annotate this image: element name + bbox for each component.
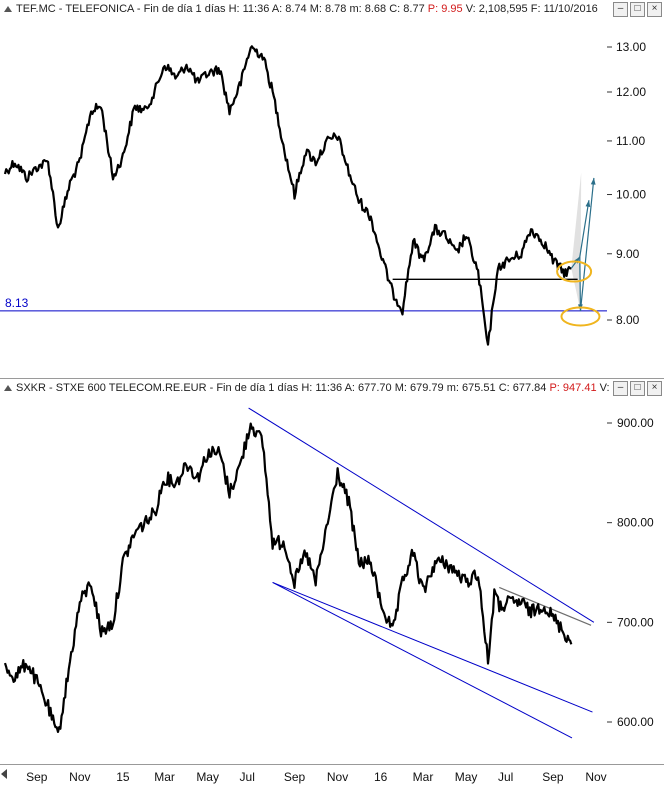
y-tick-label: 600.00 xyxy=(617,715,654,729)
projection-arrow-mid xyxy=(579,200,590,257)
header-high: M: 8.78 xyxy=(309,3,347,15)
x-tick-label: Mar xyxy=(154,770,175,784)
projection-arrow-high xyxy=(579,177,595,311)
x-axis-labels: Sep Nov 15 Mar May Jul Sep Nov 16 Mar May Jul Sep Nov xyxy=(26,770,607,784)
projection-arrow-mid-head xyxy=(585,200,591,208)
highlight-circle-target xyxy=(560,306,601,327)
chart-header-top: TEF.MC - TELEFONICA - Fin de día 1 días … xyxy=(0,0,664,18)
chart-header-bottom: SXKR - STXE 600 TELECOM.RE.EUR - Fin de … xyxy=(0,379,664,397)
maximize-button[interactable]: □ xyxy=(630,2,645,17)
x-tick-label: Sep xyxy=(26,770,48,784)
telefonica-chart-panel: TEF.MC - TELEFONICA - Fin de día 1 días … xyxy=(0,0,664,379)
telefonica-price-line xyxy=(3,45,572,346)
x-tick-label: May xyxy=(196,770,219,784)
minimize-button[interactable]: – xyxy=(613,2,628,17)
x-tick-label: Sep xyxy=(284,770,306,784)
channel-steep-line xyxy=(272,582,573,739)
header-time: H: 11:36 xyxy=(301,382,343,394)
close-button[interactable]: × xyxy=(647,381,662,396)
x-tick-label: Jul xyxy=(240,770,255,784)
x-tick-label: Nov xyxy=(585,770,606,784)
stoxx-telecom-chart-panel: SXKR - STXE 600 TELECOM.RE.EUR - Fin de … xyxy=(0,379,664,764)
y-tick-label: 13.00 xyxy=(616,40,646,54)
close-button[interactable]: × xyxy=(647,2,662,17)
resistance-line-grey xyxy=(499,586,592,626)
x-tick-label: 15 xyxy=(116,770,130,784)
stoxx-telecom-plot: 900.00 800.00 700.00 600.00 xyxy=(3,407,654,739)
collapse-arrow-icon[interactable] xyxy=(4,385,12,392)
x-tick-label: Sep xyxy=(542,770,564,784)
y-tick-label: 11.00 xyxy=(616,134,645,148)
x-tick-label: Nov xyxy=(69,770,90,784)
y-tick-label: 700.00 xyxy=(617,615,654,629)
y-tick-label: 8.00 xyxy=(616,313,640,327)
projection-arrow-down xyxy=(579,256,582,311)
period: Fin de día 1 días xyxy=(143,3,226,15)
x-tick-label: May xyxy=(455,770,478,784)
window-buttons-bottom: – □ × xyxy=(613,381,662,396)
period: Fin de día 1 días xyxy=(216,382,299,394)
header-close: C: 8.77 xyxy=(389,3,425,15)
highlight-circle-current xyxy=(556,260,593,283)
header-p: P: 947.41 xyxy=(549,382,597,394)
header-low: m: 8.68 xyxy=(349,3,387,15)
header-time: H: 11:36 xyxy=(228,3,270,15)
telefonica-plot: 13.00 12.00 11.00 10.00 9.00 8.00 8.13 xyxy=(0,40,646,346)
y-tick-label: 10.00 xyxy=(616,188,646,202)
channel-upper-line xyxy=(248,407,595,623)
symbol: SXKR xyxy=(16,382,46,394)
header-low: m: 675.51 xyxy=(446,382,496,394)
header-close: C: 677.84 xyxy=(498,382,547,394)
header-open: A: 677.70 xyxy=(344,382,392,394)
header-open: A: 8.74 xyxy=(271,3,307,15)
channel-lower-line xyxy=(272,582,593,713)
x-tick-label: 16 xyxy=(374,770,388,784)
projection-shade xyxy=(571,172,582,311)
header-date: F: 11/10/2016 xyxy=(530,3,598,15)
y-tick-label: 800.00 xyxy=(617,516,654,530)
window-buttons-top: – □ × xyxy=(613,2,662,17)
header-p: P: 9.95 xyxy=(427,3,463,15)
y-tick-label: 9.00 xyxy=(616,247,640,261)
maximize-button[interactable]: □ xyxy=(630,381,645,396)
instrument-name: STXE 600 TELECOM.RE.EUR xyxy=(55,382,207,394)
stoxx-telecom-price-line xyxy=(3,422,573,733)
x-tick-label: Mar xyxy=(413,770,434,784)
header-high: M: 679.79 xyxy=(394,382,444,394)
minimize-button[interactable]: – xyxy=(613,381,628,396)
projection-arrow-high-head xyxy=(590,177,596,185)
x-tick-label: Jul xyxy=(498,770,513,784)
projection-arrow-small-head xyxy=(573,256,580,264)
symbol: TEF.MC xyxy=(16,3,56,15)
collapse-arrow-icon[interactable] xyxy=(4,6,12,13)
x-tick-label: Nov xyxy=(327,770,348,784)
scroll-left-icon[interactable] xyxy=(1,769,7,779)
instrument-name: TELEFONICA xyxy=(65,3,134,15)
x-axis: Sep Nov 15 Mar May Jul Sep Nov 16 Mar May Jul Sep Nov xyxy=(0,764,664,787)
support-level-label: 8.13 xyxy=(5,296,29,310)
header-volume: V: 2,108,595 xyxy=(465,3,528,15)
y-tick-label: 900.00 xyxy=(617,416,654,430)
y-tick-label: 12.00 xyxy=(616,85,646,99)
